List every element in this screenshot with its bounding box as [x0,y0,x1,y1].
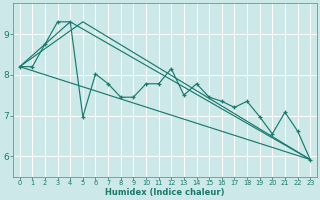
X-axis label: Humidex (Indice chaleur): Humidex (Indice chaleur) [105,188,225,197]
